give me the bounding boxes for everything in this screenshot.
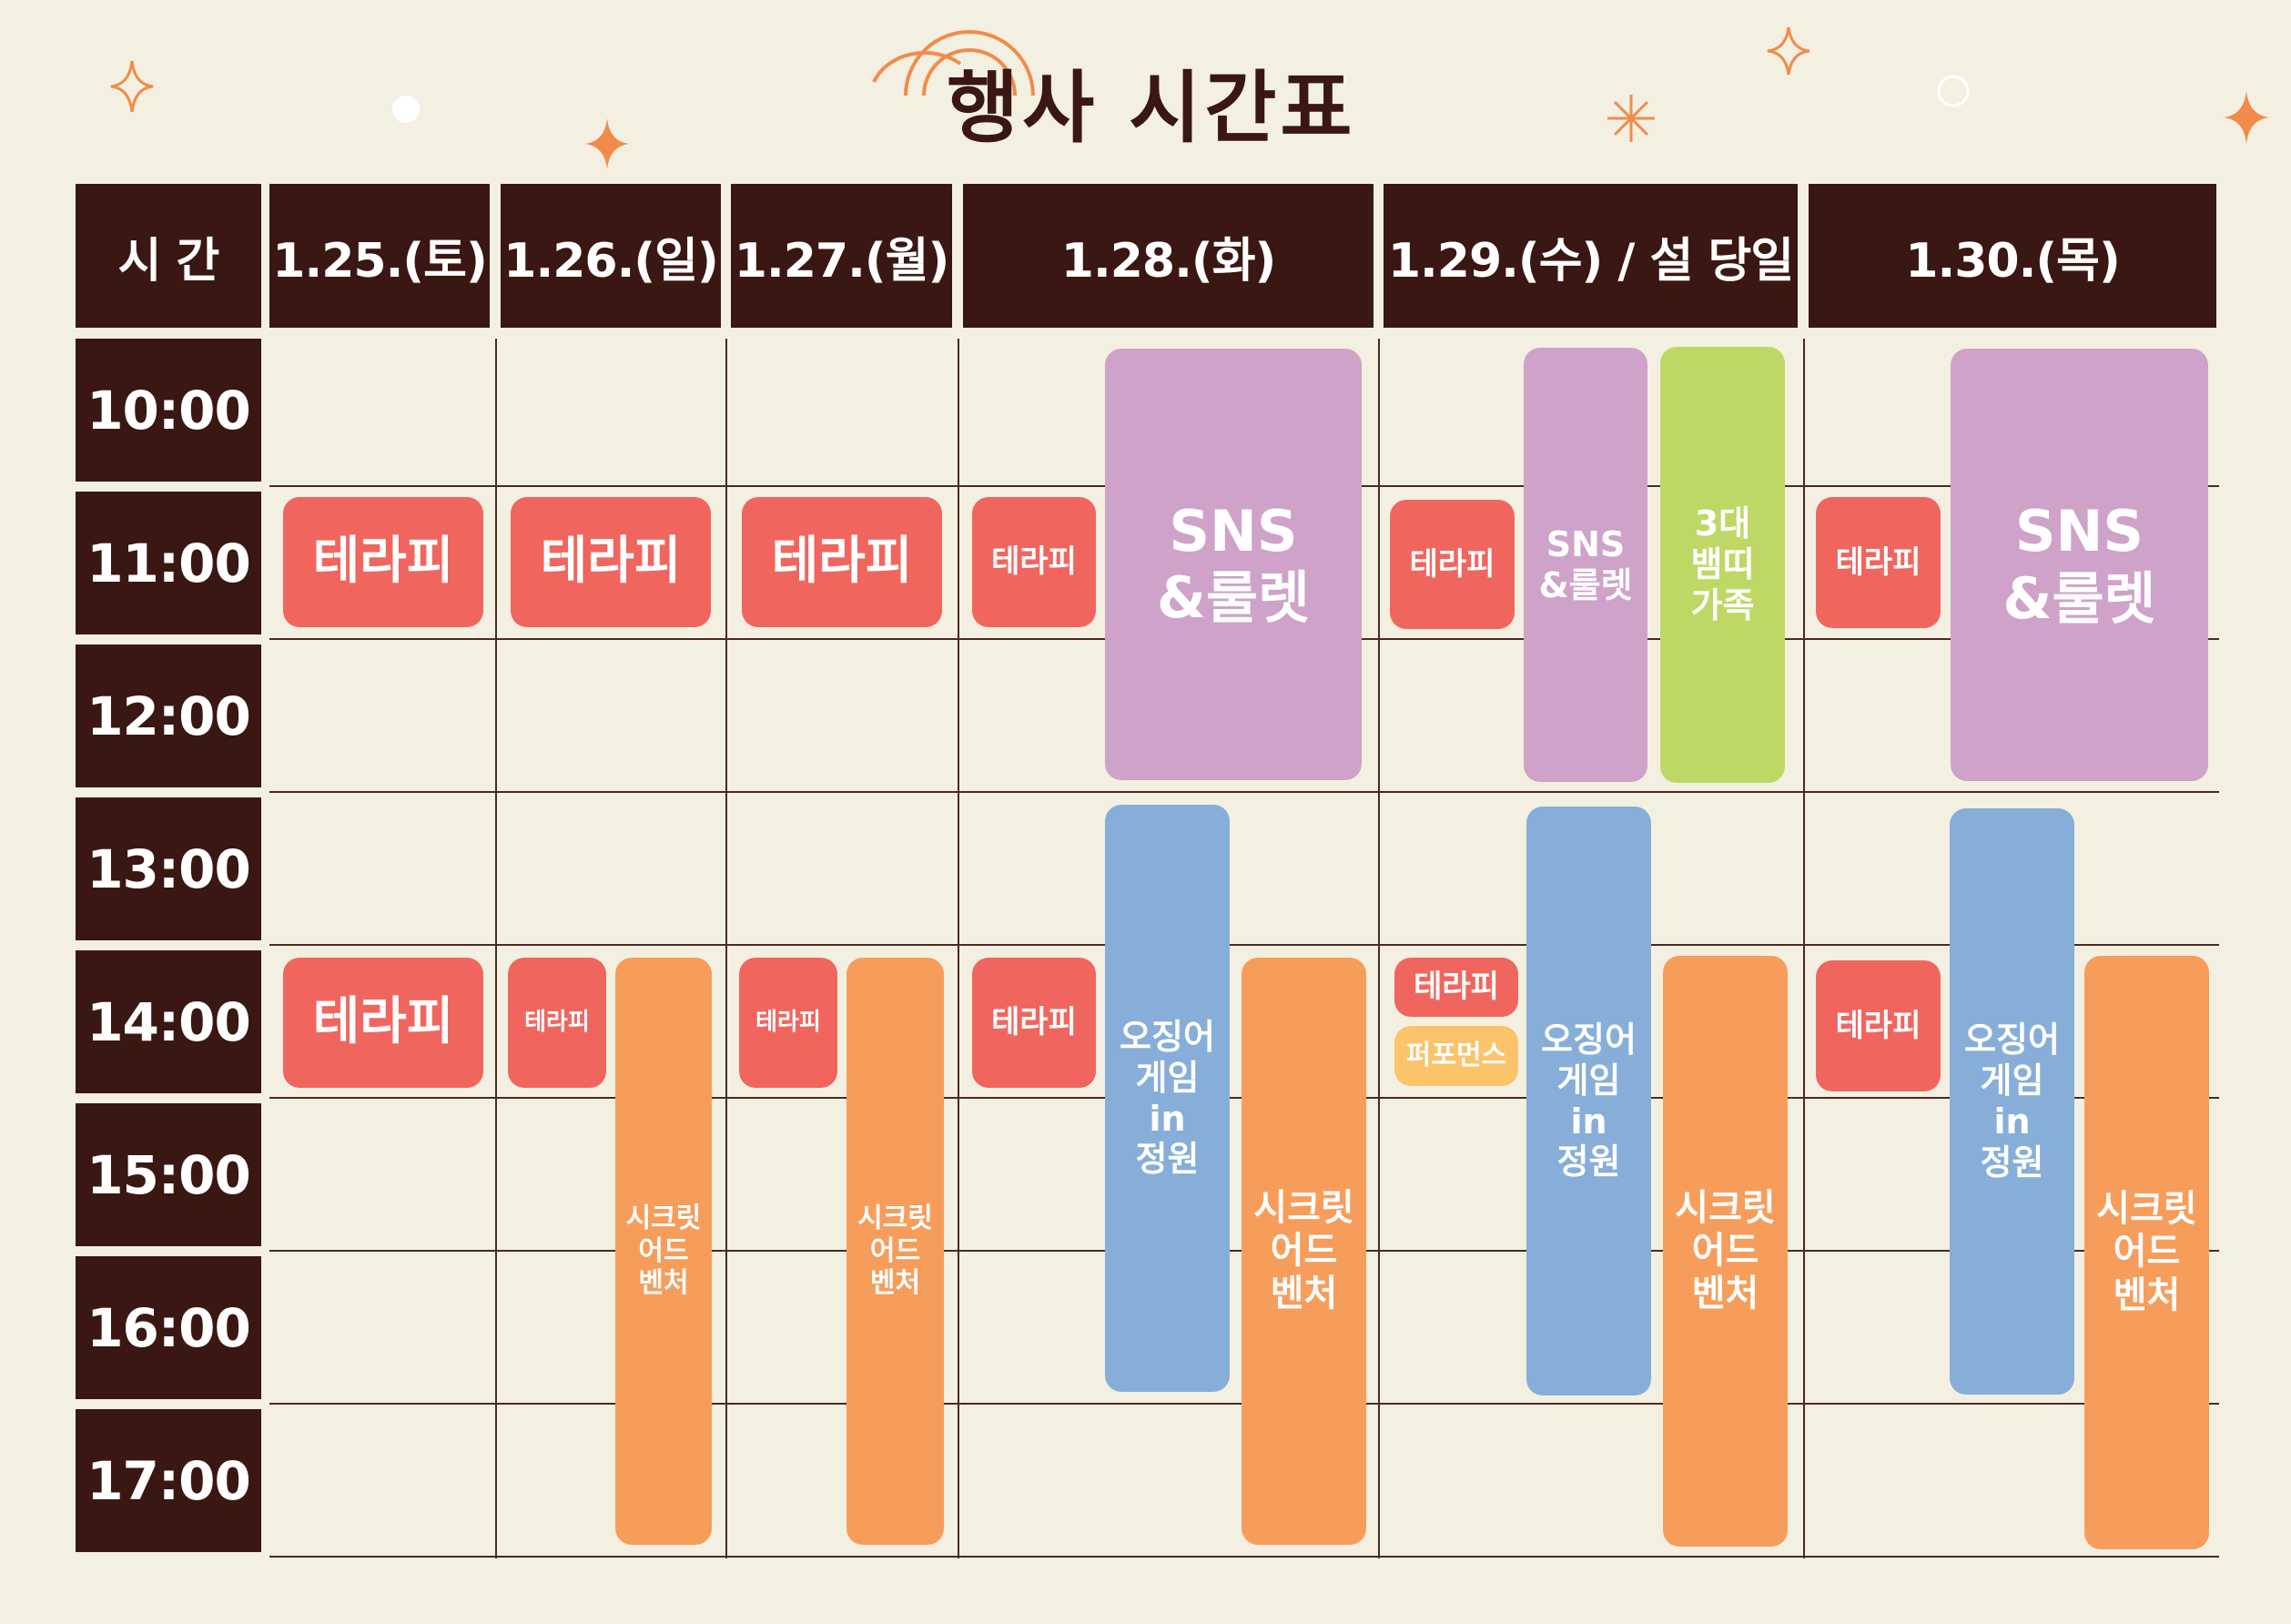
event-therapy[interactable]: 테라피 [742, 497, 942, 627]
event-therapy[interactable]: 테라피 [511, 497, 711, 627]
event-secret-adventure[interactable]: 시크릿 어드 벤처 [1663, 956, 1788, 1547]
time-label-14: 14:00 [76, 950, 261, 1093]
day-header-0129: 1.29.(수) / 설 당일 [1384, 184, 1798, 328]
time-label-17: 17:00 [76, 1409, 261, 1552]
star-icon [2223, 91, 2270, 144]
day-header-0126: 1.26.(일) [501, 184, 721, 328]
star-icon [584, 118, 630, 169]
event-squid-game[interactable]: 오징어 게임 in 정원 [1105, 805, 1230, 1392]
event-secret-adventure[interactable]: 시크릿 어드 벤처 [615, 958, 712, 1545]
time-label-16: 16:00 [76, 1256, 261, 1399]
event-secret-adventure[interactable]: 시크릿 어드 벤처 [2084, 956, 2209, 1549]
grid-line [1378, 339, 1380, 1558]
day-header-0125: 1.25.(토) [269, 184, 490, 328]
event-therapy[interactable]: 테라피 [1816, 960, 1941, 1091]
time-label-15: 15:00 [76, 1103, 261, 1246]
radio-waves-icon [872, 30, 1035, 96]
event-sns-roulette[interactable]: SNS &룰렛 [1951, 349, 2208, 781]
event-squid-game[interactable]: 오징어 게임 in 정원 [1950, 808, 2074, 1395]
circle-icon [1937, 75, 1970, 107]
time-label-11: 11:00 [76, 492, 261, 634]
event-therapy[interactable]: 테라피 [508, 958, 606, 1088]
event-therapy[interactable]: 테라피 [972, 497, 1096, 627]
day-header-0128: 1.28.(화) [963, 184, 1374, 328]
sparkle-icon [1607, 95, 1655, 142]
grid-line [958, 339, 959, 1558]
event-squid-game[interactable]: 오징어 게임 in 정원 [1526, 807, 1651, 1396]
grid-line [269, 791, 2219, 793]
event-therapy[interactable]: 테라피 [972, 958, 1096, 1088]
sparkle-icon [1767, 26, 1810, 76]
event-therapy[interactable]: 테라피 [283, 958, 483, 1088]
event-therapy[interactable]: 테라피 [739, 958, 837, 1088]
time-label-12: 12:00 [76, 645, 261, 787]
time-label-13: 13:00 [76, 797, 261, 940]
event-therapy[interactable]: 테라피 [1390, 500, 1515, 629]
page-title: 행사 시간표 [947, 63, 1356, 154]
time-column-header: 시 간 [76, 184, 261, 328]
grid-line [269, 944, 2219, 946]
grid-line [725, 339, 727, 1558]
sparkle-icon [110, 60, 154, 113]
day-header-0127: 1.27.(월) [731, 184, 952, 328]
event-sns-roulette[interactable]: SNS &룰렛 [1105, 349, 1362, 780]
event-secret-adventure[interactable]: 시크릿 어드 벤처 [1242, 958, 1366, 1545]
grid-line [1803, 339, 1805, 1558]
grid-line [495, 339, 497, 1558]
event-therapy[interactable]: 테라피 [283, 497, 483, 627]
time-label-10: 10:00 [76, 339, 261, 482]
event-snake-family[interactable]: 3대 뱀띠 가족 [1660, 347, 1785, 783]
event-therapy[interactable]: 테라피 [1394, 958, 1518, 1017]
event-performance[interactable]: 퍼포먼스 [1394, 1026, 1518, 1086]
grid-line [269, 1556, 2219, 1558]
day-header-0130: 1.30.(목) [1809, 184, 2216, 328]
event-sns-roulette[interactable]: SNS &룰렛 [1524, 348, 1647, 782]
event-therapy[interactable]: 테라피 [1816, 497, 1941, 628]
circle-icon [392, 96, 420, 123]
event-secret-adventure[interactable]: 시크릿 어드 벤처 [846, 958, 944, 1545]
